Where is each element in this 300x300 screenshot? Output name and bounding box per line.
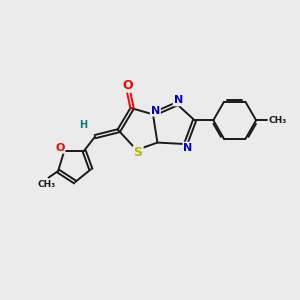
Text: O: O [55, 143, 64, 153]
Text: CH₃: CH₃ [268, 116, 286, 125]
Text: N: N [174, 95, 183, 105]
Text: H: H [79, 120, 87, 130]
Text: CH₃: CH₃ [38, 180, 56, 189]
Text: N: N [151, 106, 160, 116]
Text: O: O [122, 79, 133, 92]
Text: N: N [183, 142, 193, 153]
Text: S: S [134, 146, 142, 160]
